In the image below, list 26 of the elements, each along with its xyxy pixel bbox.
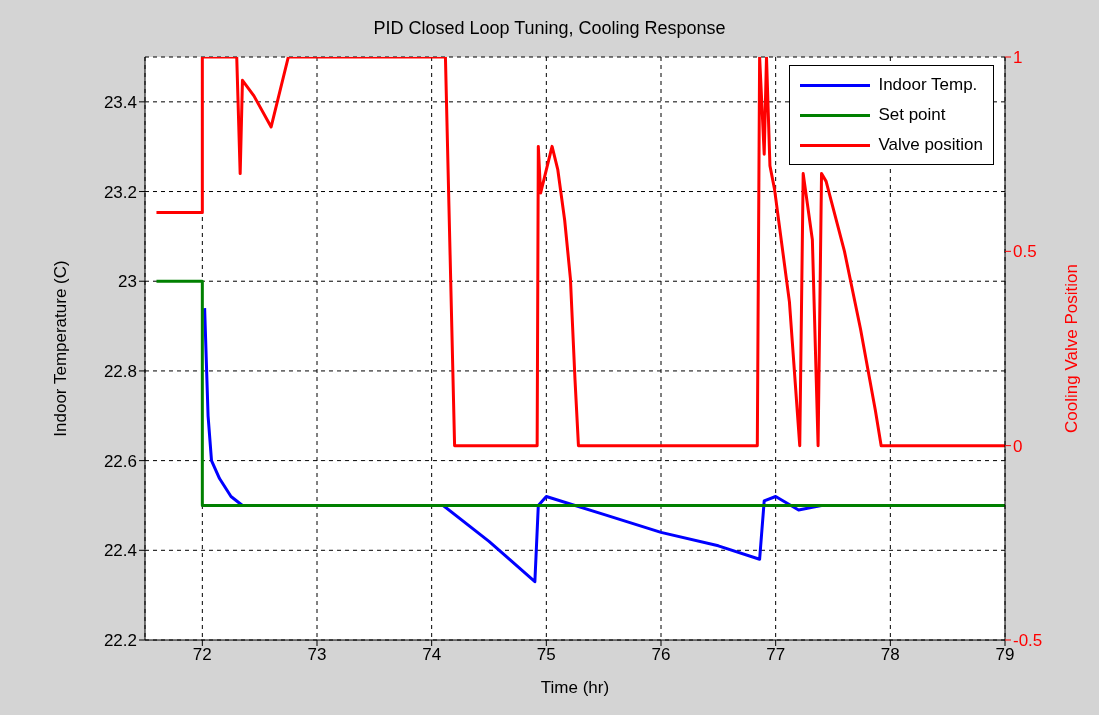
y-axis-title: Indoor Temperature (C) xyxy=(51,260,71,437)
x-axis-title: Time (hr) xyxy=(540,678,610,697)
legend-label: Valve position xyxy=(878,134,983,156)
y-tick-label: 22.8 xyxy=(103,361,137,381)
y2-tick-label: 1 xyxy=(1013,48,1023,68)
x-tick-label: 79 xyxy=(995,645,1015,665)
y-tick-label: 23.2 xyxy=(103,182,137,202)
x-tick-label: 74 xyxy=(422,645,442,665)
legend-label: Indoor Temp. xyxy=(878,74,978,96)
y2-tick-label: 0 xyxy=(1013,436,1023,456)
y2-tick-label: 0.5 xyxy=(1013,242,1037,262)
x-tick-label: 76 xyxy=(651,645,671,665)
y-tick-label: 23.4 xyxy=(103,92,137,112)
x-tick-label: 73 xyxy=(307,645,327,665)
chart-title: PID Closed Loop Tuning, Cooling Response xyxy=(372,18,727,39)
y-tick-label: 22.4 xyxy=(103,541,137,561)
x-tick-label: 75 xyxy=(536,645,556,665)
y-tick-label: 22.6 xyxy=(103,451,137,471)
legend-label: Set point xyxy=(878,104,946,126)
y-tick-label: 23 xyxy=(118,272,137,292)
x-tick-label: 78 xyxy=(880,645,900,665)
y-tick-label: 22.2 xyxy=(103,631,137,651)
x-tick-label: 77 xyxy=(766,645,786,665)
x-tick-label: 72 xyxy=(192,645,212,665)
y2-axis-title: Cooling Valve Position xyxy=(1062,264,1082,433)
y2-tick-label: -0.5 xyxy=(1013,631,1043,651)
